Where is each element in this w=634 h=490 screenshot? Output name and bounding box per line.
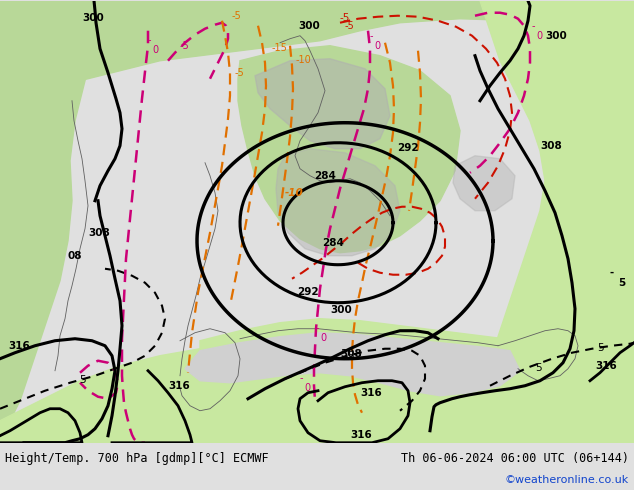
Text: 5: 5 <box>534 363 541 373</box>
Text: -15: -15 <box>272 43 288 53</box>
Text: 0: 0 <box>152 45 158 55</box>
Text: 300: 300 <box>82 13 104 23</box>
Text: -: - <box>148 35 152 45</box>
Polygon shape <box>185 333 520 396</box>
Text: -5: -5 <box>340 13 351 23</box>
Text: 5: 5 <box>597 343 604 353</box>
Text: -: - <box>316 323 320 333</box>
Text: 316: 316 <box>350 430 372 440</box>
Text: 308: 308 <box>340 349 362 359</box>
Text: 284: 284 <box>322 238 344 248</box>
Text: -10: -10 <box>296 55 312 65</box>
Text: -5: -5 <box>232 11 242 21</box>
Polygon shape <box>480 0 634 443</box>
Polygon shape <box>238 46 460 253</box>
Polygon shape <box>255 59 390 149</box>
Text: -: - <box>370 31 373 41</box>
Text: 308: 308 <box>540 141 562 151</box>
Text: 292: 292 <box>397 143 419 153</box>
Text: 316: 316 <box>360 388 382 398</box>
Polygon shape <box>0 318 634 443</box>
Polygon shape <box>453 156 515 211</box>
Text: Th 06-06-2024 06:00 UTC (06+144): Th 06-06-2024 06:00 UTC (06+144) <box>401 451 629 465</box>
Text: ©weatheronline.co.uk: ©weatheronline.co.uk <box>505 475 629 485</box>
Polygon shape <box>276 149 400 256</box>
Text: 300: 300 <box>330 305 352 315</box>
Text: 08: 08 <box>68 251 82 261</box>
Text: -5: -5 <box>235 68 245 78</box>
Text: 300: 300 <box>298 21 320 31</box>
Text: 0: 0 <box>374 41 380 51</box>
Text: 284: 284 <box>314 171 336 181</box>
Polygon shape <box>0 0 634 91</box>
Text: 0: 0 <box>320 333 326 343</box>
Text: 316: 316 <box>168 381 190 391</box>
Text: 0: 0 <box>536 31 542 41</box>
Text: 5: 5 <box>347 351 353 361</box>
Text: -10: -10 <box>285 188 304 198</box>
Text: -: - <box>610 268 614 278</box>
Polygon shape <box>0 0 90 441</box>
Text: Height/Temp. 700 hPa [gdmp][°C] ECMWF: Height/Temp. 700 hPa [gdmp][°C] ECMWF <box>5 451 269 465</box>
Text: -: - <box>532 21 536 31</box>
Text: 5: 5 <box>79 375 86 385</box>
Text: -5: -5 <box>180 41 190 51</box>
Text: 308: 308 <box>88 228 110 238</box>
Text: 5: 5 <box>618 278 625 288</box>
Text: 316: 316 <box>8 341 30 351</box>
Text: -5: -5 <box>345 21 355 31</box>
Text: 0: 0 <box>304 383 310 392</box>
Text: 316: 316 <box>595 361 617 371</box>
Text: -: - <box>300 373 304 383</box>
Text: 292: 292 <box>297 287 319 297</box>
Text: 300: 300 <box>545 31 567 41</box>
